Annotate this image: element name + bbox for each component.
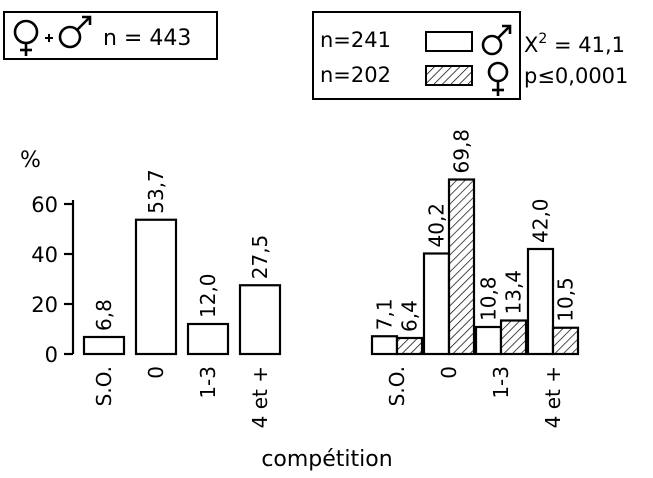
data-label: 53,7 (144, 169, 168, 214)
y-axis: % 0 20 40 60 (20, 148, 75, 367)
data-label: 27,5 (248, 235, 272, 280)
legend-left-box (3, 11, 218, 60)
legend-right-box (312, 11, 521, 100)
y-unit-label: % (20, 148, 41, 173)
data-label: 10,8 (477, 276, 501, 321)
female-symbol-icon (487, 61, 509, 96)
legend-male-n: n=241 (320, 28, 391, 52)
y-tick-label: 20 (31, 293, 58, 317)
male-symbol-icon (481, 24, 512, 56)
data-label: 42,0 (529, 198, 553, 243)
legend-left: n = 443 (3, 11, 218, 60)
bar (238, 284, 282, 356)
bar (395, 336, 424, 356)
category-label: 4 et + (248, 366, 272, 428)
chart-right: 7,1 6,4 S.O. 40,2 69,8 0 10,8 13,4 1-3 42,0 10,5 4 … (370, 129, 580, 428)
bar (370, 335, 399, 356)
x-axis-title: compétition (261, 447, 392, 472)
bar (474, 325, 503, 356)
data-label: 13,4 (502, 270, 526, 315)
bar (422, 252, 451, 356)
data-label: 7,1 (373, 298, 397, 330)
bar (82, 335, 126, 356)
y-tick-label: 60 (31, 193, 58, 217)
category-label: S.O. (385, 366, 409, 406)
category-label: 0 (144, 366, 168, 379)
category-label: 1-3 (196, 366, 220, 399)
y-tick-label: 0 (45, 343, 58, 367)
y-tick-label: 40 (31, 243, 58, 267)
data-label: 40,2 (425, 203, 449, 248)
data-label: 69,8 (450, 129, 474, 174)
bar (447, 178, 476, 356)
legend-left-n: n = 443 (103, 26, 191, 51)
data-label: 6,4 (398, 300, 422, 332)
bar (186, 322, 230, 356)
bar (551, 326, 580, 356)
female-male-symbol-icon (13, 15, 92, 56)
category-label: 1-3 (489, 366, 513, 399)
bar (134, 218, 178, 356)
bar (499, 319, 528, 356)
chi2-label: X2 = 41,1 (524, 31, 625, 57)
data-label: 12,0 (196, 273, 220, 318)
legend-female-swatch (425, 65, 473, 86)
category-label: 0 (437, 366, 461, 379)
data-label: 6,8 (92, 299, 116, 331)
p-value: p≤0,0001 (524, 64, 628, 88)
chart-left: 6,8 S.O. 53,7 0 12,0 1-3 27,5 4 et + (82, 169, 282, 428)
category-label: 4 et + (541, 366, 565, 428)
bar (526, 247, 555, 356)
data-label: 10,5 (554, 277, 578, 322)
legend-male-swatch (425, 31, 473, 52)
category-label: S.O. (92, 366, 116, 406)
legend-right: n=241 n=202 X2 = 41,1 p≤0,0001 (312, 11, 628, 100)
legend-female-n: n=202 (320, 63, 391, 87)
